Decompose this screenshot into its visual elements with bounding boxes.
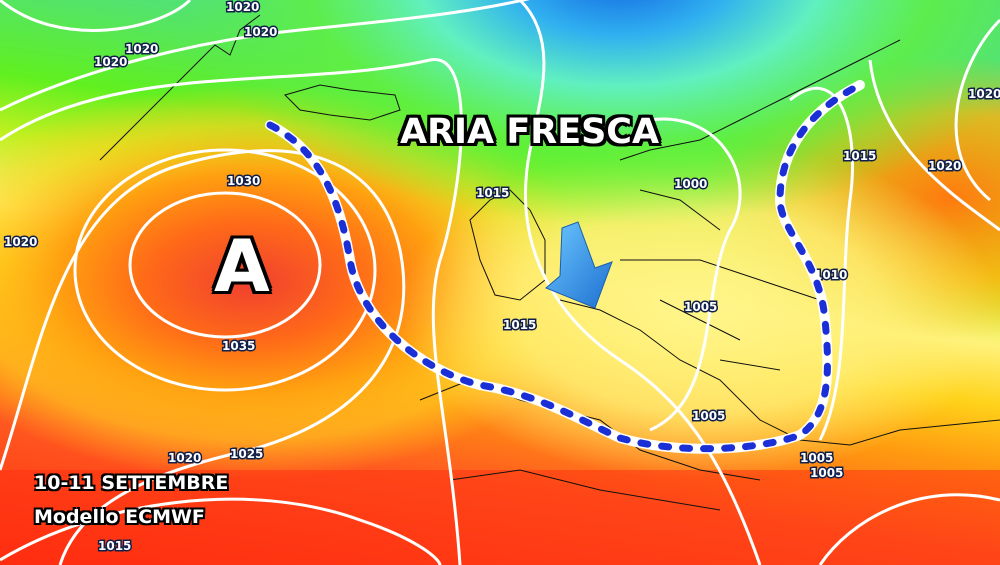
- isobar-label: 1005: [684, 300, 717, 314]
- isobar-label: 1005: [692, 409, 725, 423]
- isobar-label: 1005: [800, 451, 833, 465]
- isobar-label: 1020: [226, 0, 259, 14]
- isobar-label: 1025: [230, 447, 263, 461]
- isobar-label: 1015: [503, 318, 536, 332]
- trough-line: [266, 81, 864, 453]
- isobar-label: 1020: [125, 42, 158, 56]
- high-pressure-label: A: [214, 224, 270, 308]
- caption-dates: 10-11 SETTEMBRE: [34, 472, 229, 494]
- isobar-label: 1015: [98, 539, 131, 553]
- isobar-label: 1010: [814, 268, 847, 282]
- isobar-labels: 1020 1020 1020 1020 1030 1020 1035 1025 …: [3, 0, 1000, 555]
- map-title: ARIA FRESCA: [400, 112, 660, 152]
- isobar-label: 1020: [4, 235, 37, 249]
- isobar-label: 1020: [244, 25, 277, 39]
- cold-air-arrow-icon: [545, 221, 613, 309]
- isobar-label: 1015: [843, 149, 876, 163]
- caption-model: Modello ECMWF: [34, 506, 205, 528]
- isobar-label: 1020: [168, 451, 201, 465]
- isobar-label: 1000: [674, 177, 707, 191]
- isobar-label: 1005: [810, 466, 843, 480]
- isobar-label: 1015: [476, 186, 509, 200]
- isobar-label: 1030: [227, 174, 260, 188]
- isobar-label: 1020: [928, 159, 961, 173]
- isobar-label: 1020: [94, 55, 127, 69]
- isobar-label: 1020: [968, 87, 1000, 101]
- isobar-label: 1035: [222, 339, 255, 353]
